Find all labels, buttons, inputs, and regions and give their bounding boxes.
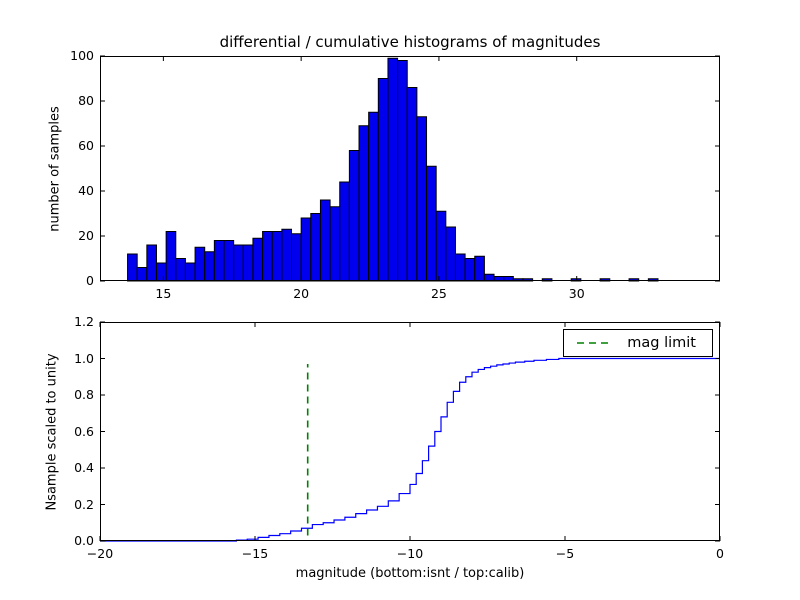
y-tick-label: 0.0 [74,533,94,548]
y-axis-label-top: number of samples [47,105,63,232]
y-tick-label: 1.2 [74,314,94,329]
y-tick-label: 0.4 [74,460,94,475]
y-tick-label: 20 [78,228,94,243]
y-tick-label: 60 [78,138,94,153]
y-tick-label: 1.0 [74,350,94,366]
x-tick-label: −10 [396,546,424,561]
y-tick-label: 0.6 [74,423,94,439]
x-tick-label: 30 [568,286,585,301]
cumulative-axes: Nsample scaled to unity mag limit −20 −15… [45,314,724,561]
x-tick-label: −5 [555,546,575,561]
x-tick-label: 15 [155,286,172,301]
histogram-axes: number of samples 15 20 25 30 0 20 40 60 80 100 [48,48,720,301]
y-tick-label: 100 [70,48,94,63]
legend-label: mag limit [627,335,696,351]
cumulative-plot [99,321,721,542]
y-tick-label: 80 [78,93,94,108]
y-tick-label: 0.2 [74,496,94,512]
x-tick-label: 25 [430,286,447,301]
y-tick-label: 40 [78,183,94,198]
y-tick-label: 0.8 [74,387,94,402]
x-axis-label: magnitude (bottom:isnt / top:calib) [295,566,525,581]
x-tick-label: 20 [293,286,310,301]
x-tick-label: 0 [716,546,724,561]
x-tick-label: −15 [241,546,269,561]
x-tick-label: −20 [86,546,114,561]
y-tick-label: 0 [86,273,94,288]
legend: mag limit [563,329,713,357]
chart-title: differential / cumulative histograms of … [219,33,601,51]
histogram-plot [100,55,720,282]
legend-dashed-line-icon [577,342,614,344]
